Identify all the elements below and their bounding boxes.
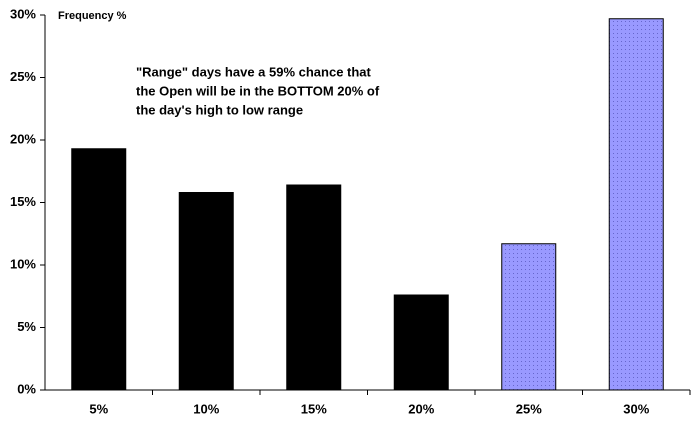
y-tick-label: 10%	[10, 256, 36, 271]
y-tick-label: 5%	[17, 319, 36, 334]
y-tick-label: 15%	[10, 194, 36, 209]
bar	[501, 243, 557, 391]
x-tick-label: 15%	[301, 401, 327, 416]
x-tick-label: 5%	[89, 401, 108, 416]
y-tick-label: 25%	[10, 69, 36, 84]
bar	[71, 148, 127, 391]
y-axis-label: Frequency %	[58, 10, 127, 22]
annotation: the Open will be in the BOTTOM 20% of	[136, 83, 380, 98]
bar	[286, 184, 342, 391]
x-tick-label: 20%	[408, 401, 434, 416]
annotation: the day's high to low range	[136, 102, 303, 117]
x-tick-label: 30%	[623, 401, 649, 416]
x-tick-label: 25%	[516, 401, 542, 416]
bar	[178, 192, 234, 391]
annotation: "Range" days have a 59% chance that	[136, 64, 372, 79]
y-tick-label: 0%	[17, 381, 36, 396]
bar	[608, 18, 664, 391]
y-tick-label: 20%	[10, 131, 36, 146]
y-tick-label: 30%	[10, 6, 36, 21]
x-tick-label: 10%	[193, 401, 219, 416]
bar	[393, 294, 449, 391]
